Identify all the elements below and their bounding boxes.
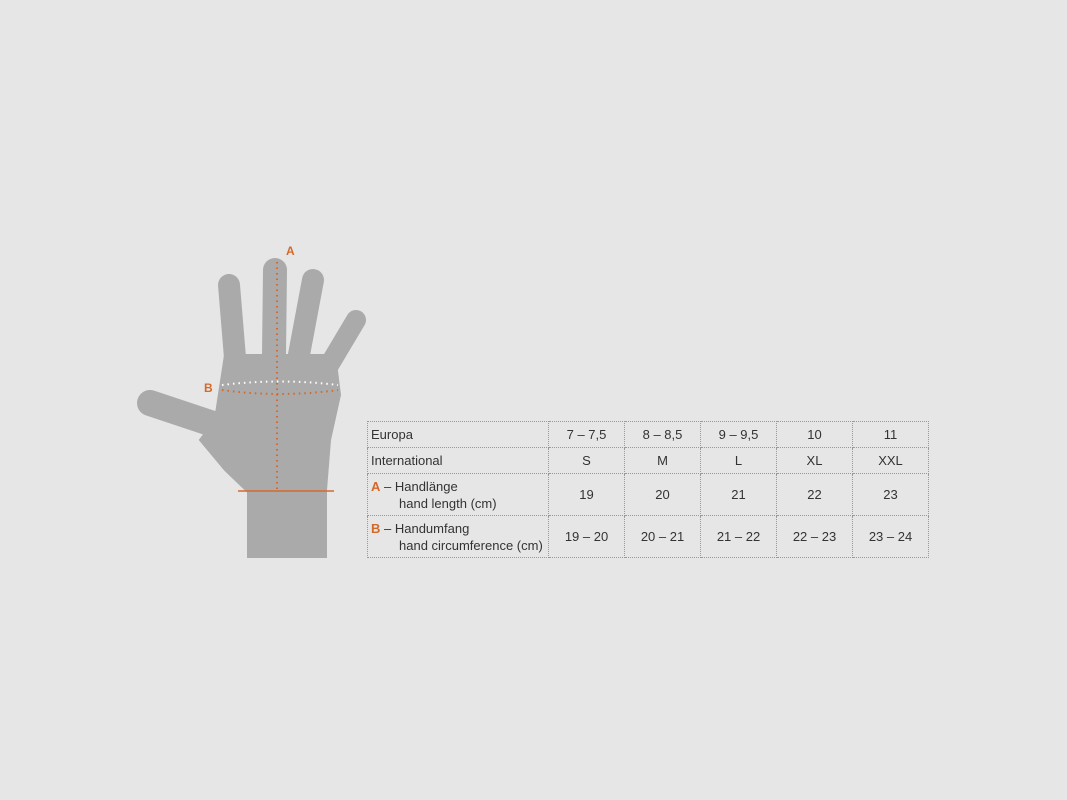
cell: 21: [700, 473, 777, 516]
marker-a: A: [371, 478, 381, 494]
cell: 19: [548, 473, 625, 516]
size-table: Europa 7 – 7,5 8 – 8,5 9 – 9,5 10 11 Int…: [367, 421, 929, 558]
label-text: – Handlänge: [384, 478, 458, 494]
table-row: International S M L XL XXL: [367, 447, 929, 474]
cell: 23: [852, 473, 929, 516]
cell: 7 – 7,5: [548, 421, 625, 448]
cell: 23 – 24: [852, 515, 929, 558]
row-label: B – Handumfang hand circumference (cm): [367, 515, 549, 558]
cell: 9 – 9,5: [700, 421, 777, 448]
cell: S: [548, 447, 625, 474]
row-label: Europa: [367, 421, 549, 448]
cell: 19 – 20: [548, 515, 625, 558]
cell: XXL: [852, 447, 929, 474]
label-a: A: [286, 244, 295, 258]
table-row: Europa 7 – 7,5 8 – 8,5 9 – 9,5 10 11: [367, 421, 929, 448]
table-row: B – Handumfang hand circumference (cm) 19…: [367, 515, 929, 558]
table-row: A – Handlänge hand length (cm) 19 20 21 2…: [367, 473, 929, 516]
cell: 20: [624, 473, 701, 516]
cell: 20 – 21: [624, 515, 701, 558]
cell: 22: [776, 473, 853, 516]
circumference-line-b: [221, 389, 339, 395]
row-label: International: [367, 447, 549, 474]
cell: M: [624, 447, 701, 474]
marker-b: B: [371, 520, 381, 536]
cell: 11: [852, 421, 929, 448]
sublabel-text: hand length (cm): [399, 495, 497, 511]
label-b: B: [204, 381, 213, 395]
row-label: A – Handlänge hand length (cm): [367, 473, 549, 516]
cell: L: [700, 447, 777, 474]
cell: 21 – 22: [700, 515, 777, 558]
sublabel-text: hand circumference (cm): [399, 537, 543, 553]
cell: 8 – 8,5: [624, 421, 701, 448]
cell: 10: [776, 421, 853, 448]
cell: XL: [776, 447, 853, 474]
label-text: – Handumfang: [384, 520, 470, 536]
cell: 22 – 23: [776, 515, 853, 558]
